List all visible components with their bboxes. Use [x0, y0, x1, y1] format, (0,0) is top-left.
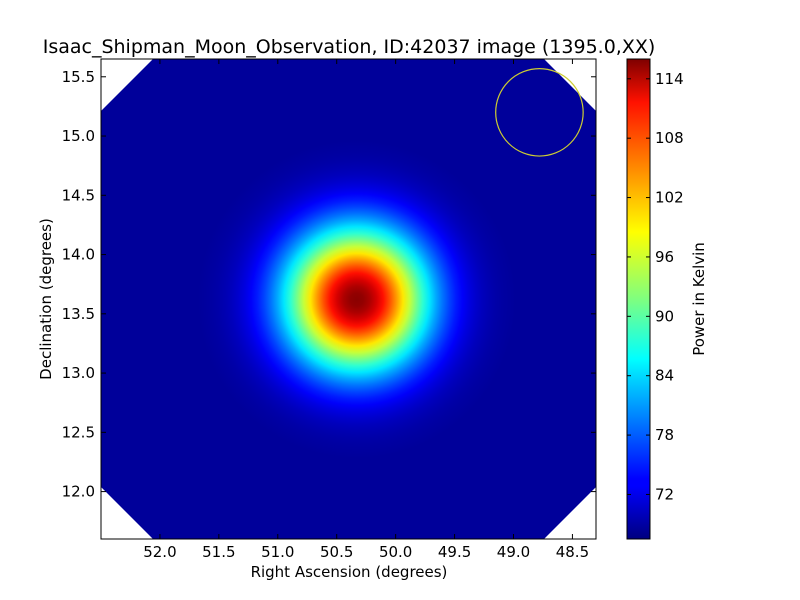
y-tick-label: 12.5 — [62, 423, 95, 441]
colorbar-ticks: 72 78 84 90 96 102 108 114 — [627, 70, 684, 503]
y-tick-label: 13.0 — [62, 364, 95, 382]
heatmap-area — [101, 59, 596, 539]
y-tick-label: 15.5 — [62, 68, 95, 86]
x-tick-label: 50.5 — [320, 543, 353, 561]
colorbar-tick-label: 96 — [655, 248, 674, 266]
chart-title: Isaac_Shipman_Moon_Observation, ID:42037… — [43, 36, 656, 58]
x-axis-label: Right Ascension (degrees) — [251, 563, 448, 581]
heatmap-source — [101, 59, 596, 539]
x-tick-label: 48.5 — [556, 543, 589, 561]
x-tick-label: 49.5 — [438, 543, 471, 561]
y-tick-label: 14.5 — [62, 186, 95, 204]
y-tick-label: 15.0 — [62, 127, 95, 145]
x-tick-label: 51.0 — [261, 543, 294, 561]
plot-frame — [100, 58, 597, 540]
colorbar-tick-label: 108 — [655, 129, 684, 147]
y-tick-label: 12.0 — [62, 483, 95, 501]
blank-corners — [101, 59, 596, 539]
beam-circle — [495, 68, 584, 157]
x-axis: 52.0 51.5 51.0 50.5 50.0 49.5 49.0 48.5 — [143, 59, 589, 561]
y-axis: 12.0 12.5 13.0 13.5 14.0 14.5 15.0 15.5 — [62, 68, 596, 501]
blank-corner — [101, 487, 153, 539]
x-tick-label: 50.0 — [379, 543, 412, 561]
colorbar-tick-label: 114 — [655, 70, 684, 88]
y-axis-label: Declination (degrees) — [37, 218, 55, 380]
blank-corner — [101, 59, 153, 111]
x-tick-label: 51.5 — [202, 543, 235, 561]
colorbar-tick-label: 78 — [655, 426, 674, 444]
blank-corner — [544, 487, 596, 539]
x-tick-label: 49.0 — [497, 543, 530, 561]
colorbar-tick-label: 84 — [655, 367, 674, 385]
colorbar-tick-label: 102 — [655, 189, 684, 207]
x-tick-label: 52.0 — [143, 543, 176, 561]
colorbar-label: Power in Kelvin — [690, 242, 708, 356]
colorbar-tick-label: 72 — [655, 485, 674, 503]
colorbar-tick-label: 90 — [655, 307, 674, 325]
colorbar — [626, 58, 651, 540]
y-tick-label: 13.5 — [62, 305, 95, 323]
y-tick-label: 14.0 — [62, 246, 95, 264]
